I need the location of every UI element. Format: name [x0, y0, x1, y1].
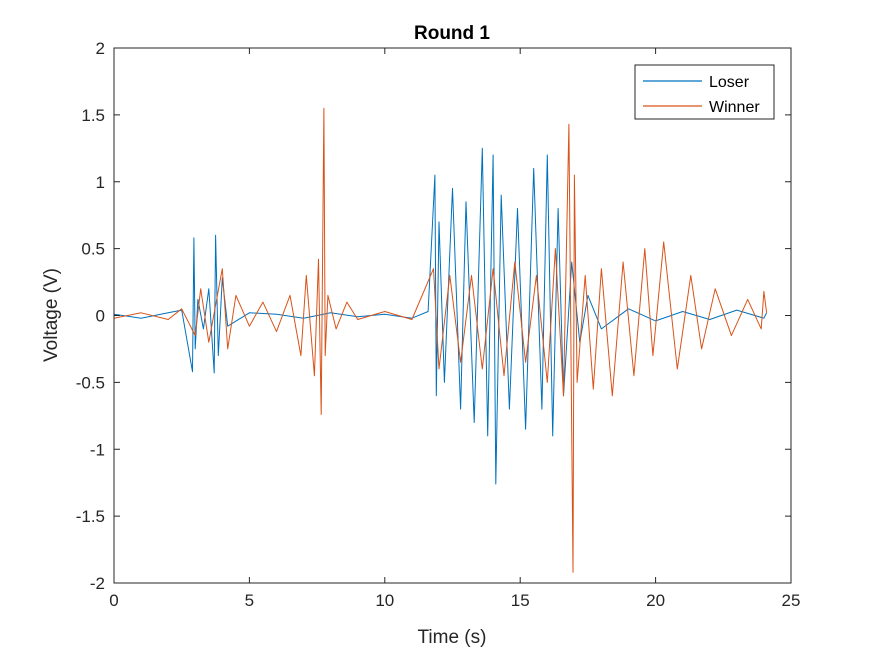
- x-tick-label: 20: [646, 591, 665, 610]
- y-tick-label: -0.5: [76, 373, 105, 392]
- x-tick-label: 10: [375, 591, 394, 610]
- legend-label-loser: Loser: [709, 74, 750, 91]
- legend: Loser Winner: [634, 64, 775, 120]
- y-tick-label: -2: [90, 574, 105, 593]
- y-tick-label: 1.5: [81, 106, 105, 125]
- y-tick-label: 0.5: [81, 240, 105, 259]
- series-layer: [113, 107, 768, 573]
- y-tick-label: -1.5: [76, 507, 105, 526]
- plot-area: [114, 48, 791, 583]
- x-tick-label: 15: [511, 591, 530, 610]
- y-tick-label: 2: [96, 39, 105, 58]
- series-line-winner: [113, 107, 768, 573]
- series-line-loser: [113, 147, 768, 485]
- chart-title: Round 1: [414, 23, 490, 44]
- y-tick-label: 1: [96, 173, 105, 192]
- x-tick-label: 25: [782, 591, 801, 610]
- legend-label-winner: Winner: [709, 99, 760, 116]
- x-tick-label: 5: [245, 591, 254, 610]
- ticks-layer: 0 5 10 15 20 25 -2 -1.5 -1 -0.5 0 0.5 1 1.5 2: [76, 39, 801, 610]
- y-tick-label: -1: [90, 440, 105, 459]
- legend-box: [634, 64, 775, 120]
- y-axis-label: Voltage (V): [41, 268, 62, 362]
- x-axis-label: Time (s): [418, 627, 487, 648]
- x-tick-label: 0: [109, 591, 118, 610]
- y-tick-label: 0: [96, 307, 105, 326]
